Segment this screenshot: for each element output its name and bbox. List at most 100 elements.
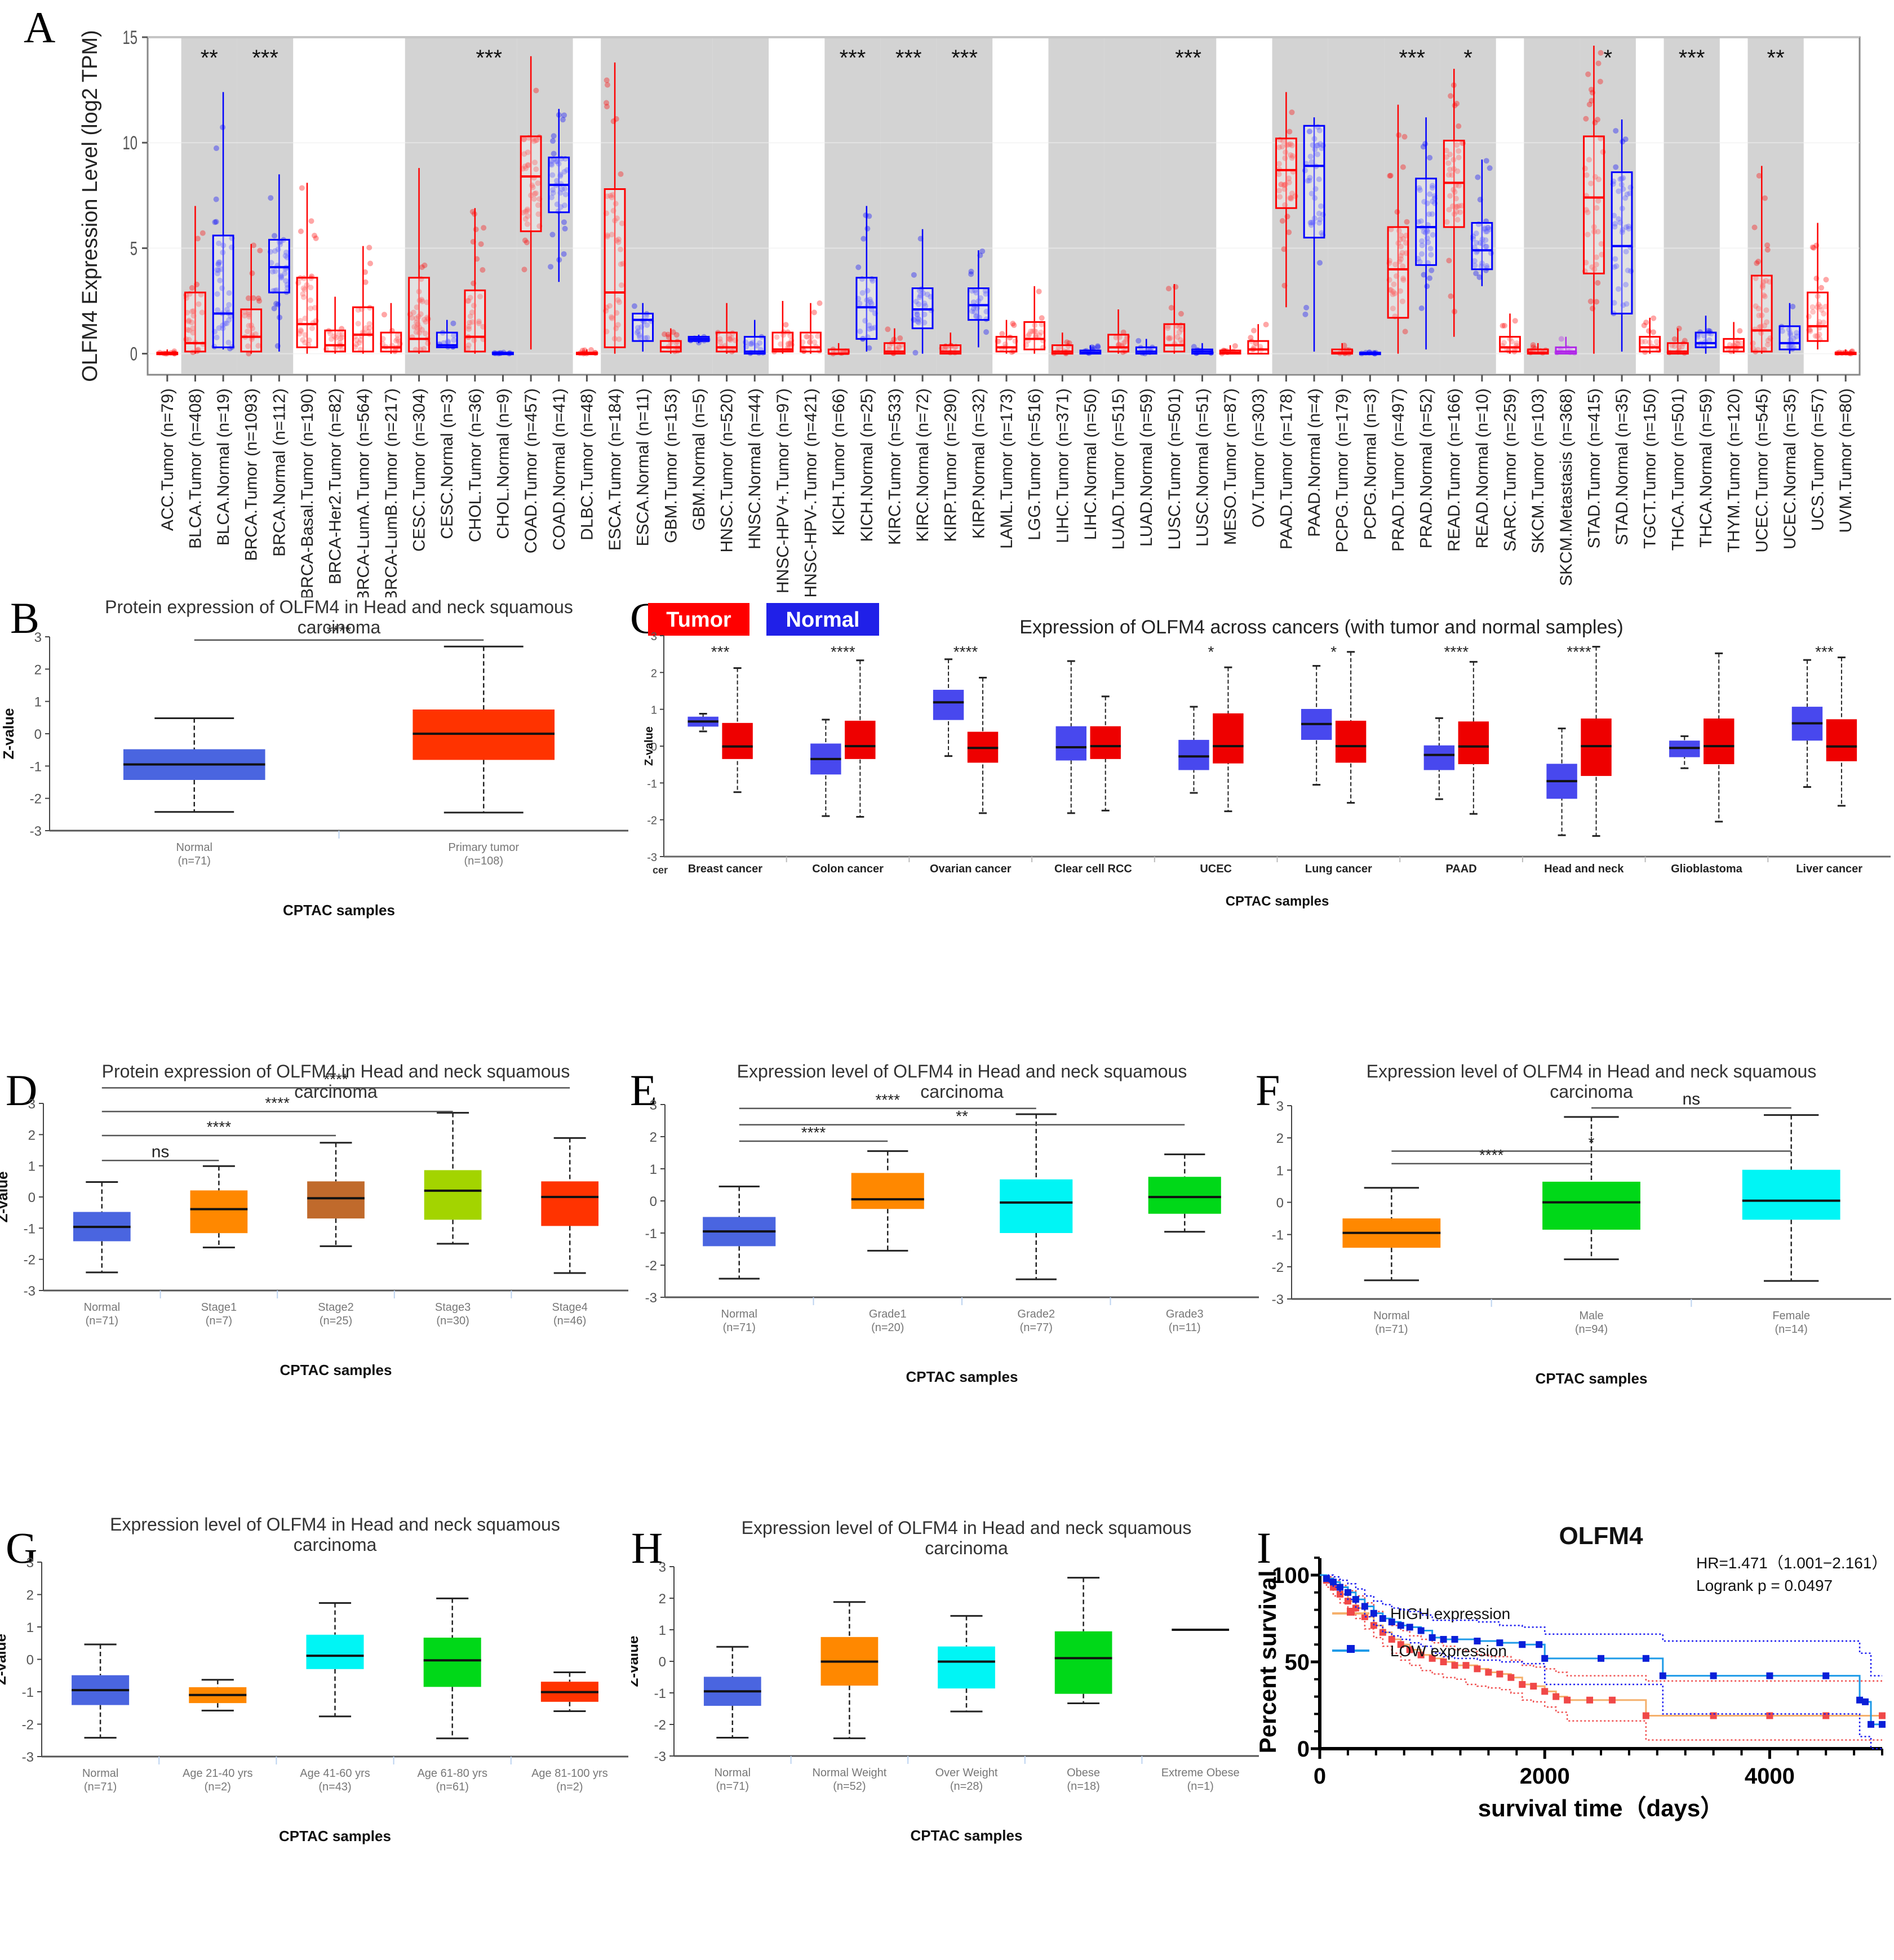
x-tick-count: (n=108) [464,855,504,867]
data-point [635,325,641,331]
censor-marker [1451,1635,1458,1643]
data-point [1120,329,1126,335]
censor-marker [1485,1669,1492,1676]
group-colon-cancer [810,659,876,818]
data-point [1416,185,1422,191]
box-ov-tumor [1247,321,1270,355]
data-point [1588,86,1594,92]
x-tick-label: BLCA.Tumor (n=408) [186,388,205,549]
data-point [548,161,554,167]
data-point [451,337,457,343]
box-lihc-normal [1079,343,1102,356]
box-kirc-tumor [884,326,906,356]
x-tick-label: Head and neck [1544,863,1624,875]
data-point [914,312,920,318]
data-point [1121,340,1127,346]
data-point [870,278,876,284]
y-tick-label: -2 [24,1253,36,1268]
chart-title: OLFM4 [1559,1522,1643,1550]
y-tick-label: -2 [645,1258,657,1274]
data-point [1485,224,1491,230]
chart-title: carcinoma [925,1538,1008,1558]
data-point [525,149,531,156]
group-clear-cell-rcc [1055,660,1121,814]
data-point [1303,304,1310,311]
data-point [1733,340,1740,347]
data-point [251,242,257,249]
x-tick-count: (n=7) [206,1315,232,1327]
data-point [915,318,921,325]
box [995,336,1018,353]
chart-title: carcinoma [1550,1081,1633,1102]
data-point [1306,178,1312,184]
data-point [1430,232,1436,238]
data-point [1779,328,1785,334]
data-point [1821,311,1827,317]
box-ucec-tumor [1750,166,1773,354]
data-point [1276,188,1282,194]
y-tick-label: 10 [123,132,137,154]
data-point [1445,172,1452,178]
data-point [1302,311,1308,317]
data-point [1420,144,1426,150]
data-point [1474,240,1480,246]
data-point [224,320,230,326]
box-male [1542,1116,1640,1261]
data-point [1755,259,1762,265]
data-point [419,296,425,303]
x-tick-label: LAML.Tumor (n=173) [997,388,1016,549]
x-tick-label: BRCA-Her2.Tumor (n=82) [326,388,345,584]
data-point [473,227,479,233]
data-point [1514,340,1520,346]
data-point [302,340,308,346]
box [632,312,654,342]
data-point [466,326,472,332]
box-read-tumor [1443,69,1466,337]
group-head-and-neck [1546,646,1612,837]
data-point [1289,190,1295,197]
data-point [924,291,930,298]
y-tick-label: -2 [1272,1260,1284,1275]
data-point [644,322,650,328]
chart-e-by-grade: Expression level of OLFM4 in Head and ne… [631,1061,1259,1385]
data-point [1595,229,1601,235]
data-point [336,331,342,337]
data-point [866,322,872,329]
data-point [1589,97,1595,104]
box-skcm-tumor [1527,342,1549,356]
data-point [215,307,221,313]
data-point [562,186,568,192]
legend-marker-low [1347,1645,1355,1653]
y-tick-label: -2 [30,792,42,807]
data-point [1286,175,1292,181]
data-point [1253,340,1259,347]
box-luad-normal [1135,338,1157,357]
box-cesc-tumor [407,168,431,354]
data-point [1458,203,1465,209]
x-tick-label: Liver cancer [1796,863,1862,875]
box-chol-tumor [464,208,487,354]
y-tick-label: -3 [22,1750,34,1765]
tumor-box [722,722,753,759]
x-tick-label: Stage1 [201,1301,237,1314]
x-tick-count: (n=43) [318,1781,351,1793]
y-tick-label: 3 [34,630,42,645]
data-point [271,305,277,312]
data-point [1390,291,1396,298]
x-tick-count: (n=14) [1775,1323,1807,1336]
x-tick-label: MESO.Tumor (n=87) [1221,388,1240,545]
box [1742,1169,1840,1220]
data-point [246,309,252,316]
data-point [1232,343,1238,349]
data-point [1790,303,1796,309]
ci-lower [1320,1574,1882,1741]
x-tick-label: 4000 [1745,1764,1795,1789]
group-shade-thca [1664,38,1720,374]
panel-label-i: I [1257,1523,1271,1572]
y-tick-label: 1 [34,695,42,710]
box-stad-normal [1610,119,1634,352]
x-tick-label: Normal [84,1301,120,1314]
x-tick-label: Obese [1067,1767,1100,1779]
data-point [1178,326,1185,332]
censor-marker [1417,1627,1425,1634]
